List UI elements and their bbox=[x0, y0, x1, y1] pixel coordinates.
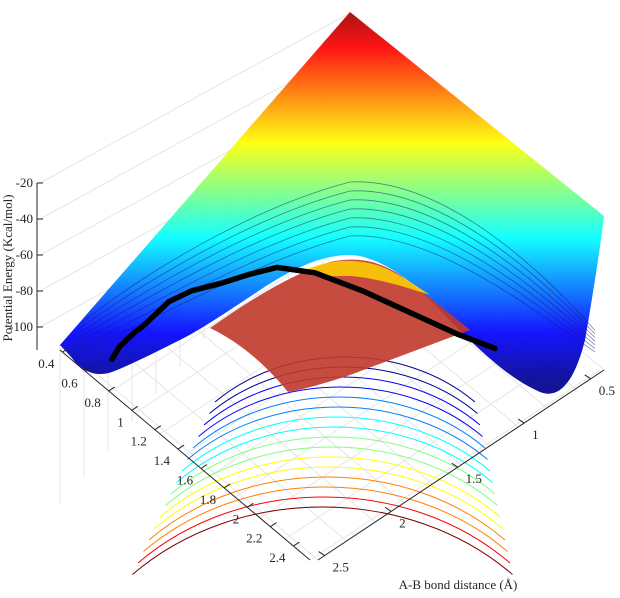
right-tick-label: 1.5 bbox=[466, 471, 482, 486]
wall-grid-line bbox=[39, 12, 351, 184]
surface-contour bbox=[75, 208, 596, 342]
left-tick-label: 1.2 bbox=[131, 434, 147, 449]
left-axis-ticks: 0.4 0.6 0.8 1 1.2 1.4 1.6 1.8 2 2.2 2.4 bbox=[38, 347, 300, 565]
floor-contour bbox=[143, 486, 508, 552]
floor-contour bbox=[132, 506, 513, 575]
left-tick-mark bbox=[270, 522, 277, 528]
right-tick-mark bbox=[517, 418, 525, 424]
floor-contour bbox=[181, 416, 491, 472]
right-floor-axis-line bbox=[317, 369, 605, 561]
saddle-highlight bbox=[300, 260, 430, 295]
z-tick-label: -60 bbox=[16, 247, 33, 262]
floor-contour bbox=[148, 476, 506, 541]
floor-contour bbox=[187, 406, 488, 460]
x-axis-label: A-B bond distance (Å) bbox=[399, 577, 518, 592]
left-tick-label: 0.6 bbox=[61, 376, 78, 391]
left-tick-mark bbox=[223, 483, 231, 489]
left-tick-label: 0.8 bbox=[84, 395, 100, 410]
left-tick-label: 2.4 bbox=[269, 550, 286, 565]
left-tick-mark bbox=[293, 541, 300, 547]
floor-contour bbox=[198, 386, 483, 437]
left-tick-label: 1.6 bbox=[177, 473, 194, 488]
left-tick-mark bbox=[246, 502, 254, 508]
right-axis-ticks: 0.5 1 1.5 2 2.5 bbox=[318, 374, 615, 575]
saddle-region bbox=[210, 259, 470, 392]
right-tick-label: 1 bbox=[532, 427, 539, 442]
floor-contour bbox=[176, 426, 493, 483]
left-tick-mark bbox=[200, 464, 208, 469]
z-tick-label: -100 bbox=[9, 319, 33, 334]
z-tick-label: -80 bbox=[16, 283, 33, 298]
floor-contour bbox=[159, 456, 501, 518]
left-tick-label: 2.2 bbox=[246, 531, 262, 546]
left-tick-label: 2 bbox=[233, 511, 240, 526]
energy-surface bbox=[60, 12, 604, 394]
surface-contour bbox=[81, 181, 596, 331]
floor-contour bbox=[154, 466, 503, 529]
z-axis-ticks: -20 -40 -60 -80 -100 bbox=[9, 175, 43, 334]
z-axis-label: Potential Energy (Kcal/mol) bbox=[0, 194, 15, 341]
left-tick-mark bbox=[131, 405, 139, 411]
surface-body bbox=[60, 12, 604, 394]
right-tick-label: 2 bbox=[399, 515, 406, 530]
floor-contour bbox=[192, 396, 486, 449]
reaction-path-line bbox=[109, 264, 498, 362]
surface-contour bbox=[71, 226, 596, 350]
surface-contour bbox=[73, 217, 596, 346]
left-tick-label: 1 bbox=[117, 414, 124, 429]
left-tick-mark bbox=[154, 425, 162, 431]
floor-contour bbox=[165, 446, 498, 506]
floor-contour-lines bbox=[132, 356, 513, 575]
left-tick-mark bbox=[108, 386, 115, 392]
right-tick-label: 0.5 bbox=[599, 383, 615, 398]
left-tick-label: 1.8 bbox=[200, 492, 216, 507]
left-tick-label: 1.4 bbox=[154, 453, 171, 468]
right-tick-label: 2.5 bbox=[333, 560, 349, 575]
z-tick-label: -40 bbox=[16, 211, 33, 226]
left-floor-axis-line bbox=[59, 349, 311, 561]
right-tick-mark bbox=[318, 551, 325, 556]
axis-lines bbox=[36, 183, 605, 561]
right-tick-mark bbox=[584, 374, 591, 380]
left-tick-mark bbox=[85, 367, 92, 372]
left-tick-mark bbox=[62, 347, 69, 353]
surface-contour bbox=[77, 199, 596, 338]
floor-contour bbox=[137, 496, 511, 564]
surface-contour bbox=[79, 190, 596, 335]
left-tick-mark bbox=[177, 444, 185, 450]
right-tick-mark bbox=[384, 506, 392, 512]
left-tick-label: 0.4 bbox=[38, 356, 55, 371]
right-tick-mark bbox=[451, 462, 458, 468]
z-tick-label: -20 bbox=[16, 175, 33, 190]
